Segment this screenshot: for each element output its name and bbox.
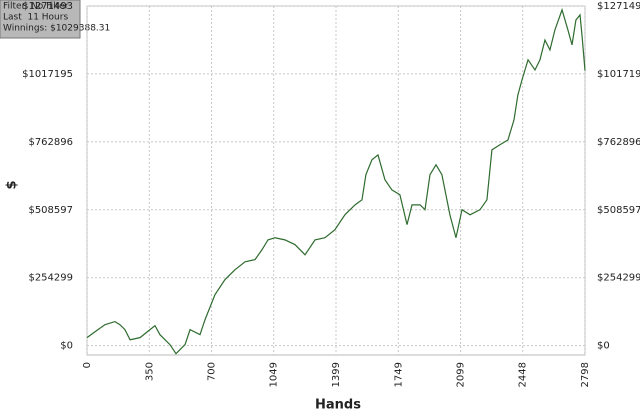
y-axis-label: $ <box>5 180 20 189</box>
y2-tick-label: $1017195 <box>597 69 640 80</box>
info-filter: Filter: No Filter <box>3 2 69 12</box>
x-tick-label: 0 <box>82 362 93 368</box>
info-box <box>0 0 81 39</box>
y-tick-label: $762896 <box>28 137 73 148</box>
info-winnings: Winnings: $1029388.31 <box>3 24 110 34</box>
y2-tick-label: $508597 <box>597 205 640 216</box>
y2-tick-label: $1271493 <box>597 1 640 12</box>
x-tick-label: 2099 <box>456 362 467 387</box>
x-tick-label: 2448 <box>518 362 529 387</box>
x-tick-label: 700 <box>207 362 218 381</box>
x-tick-label: 1049 <box>269 362 280 387</box>
y-tick-label: $1271493 <box>22 1 73 12</box>
y-tick-label: $0 <box>60 341 73 352</box>
y-tick-label: $1017195 <box>22 69 73 80</box>
line <box>86 7 586 355</box>
x-tick-label: 350 <box>144 362 155 381</box>
y2-tick-label: $762896 <box>597 137 640 148</box>
y2-tick-label: $254299 <box>597 273 640 284</box>
x-tick-label: 1749 <box>393 362 404 387</box>
info-period: Last 11 Hours <box>3 13 68 23</box>
y-tick-label: $508597 <box>28 205 73 216</box>
x-axis-label: Hands <box>315 398 361 413</box>
x-tick-label: 1399 <box>331 362 342 387</box>
y2-tick-label: $0 <box>597 341 610 352</box>
x-tick-label: 2798 <box>580 362 591 387</box>
y-tick-label: $254299 <box>28 273 73 284</box>
